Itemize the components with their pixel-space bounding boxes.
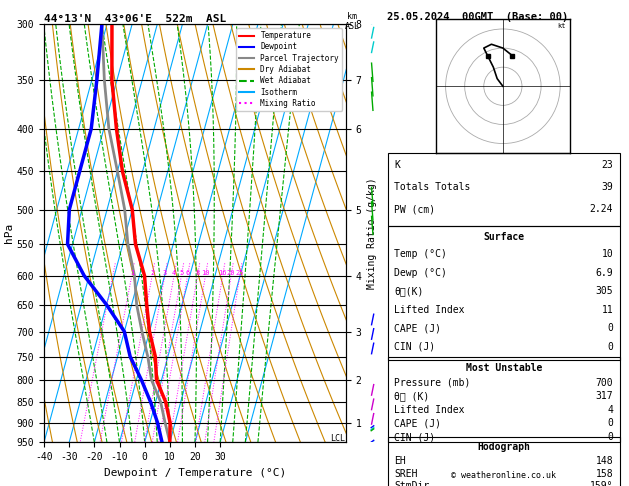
Text: 0: 0 xyxy=(608,432,613,442)
X-axis label: Dewpoint / Temperature (°C): Dewpoint / Temperature (°C) xyxy=(104,468,286,478)
Text: 10: 10 xyxy=(601,249,613,260)
Text: 4: 4 xyxy=(608,405,613,415)
Text: 0: 0 xyxy=(608,418,613,429)
Text: 25: 25 xyxy=(235,270,244,276)
Text: 159°: 159° xyxy=(590,481,613,486)
Text: SREH: SREH xyxy=(394,469,418,479)
Text: 158: 158 xyxy=(596,469,613,479)
Text: Pressure (mb): Pressure (mb) xyxy=(394,378,470,388)
Text: 39: 39 xyxy=(601,182,613,192)
Text: 2.24: 2.24 xyxy=(590,204,613,214)
Text: 6: 6 xyxy=(186,270,190,276)
Text: CIN (J): CIN (J) xyxy=(394,432,435,442)
Text: Hodograph: Hodograph xyxy=(477,442,530,452)
Text: StmDir: StmDir xyxy=(394,481,430,486)
Text: LCL: LCL xyxy=(330,434,345,443)
Text: 23: 23 xyxy=(601,160,613,171)
Text: Lifted Index: Lifted Index xyxy=(394,405,465,415)
Text: CIN (J): CIN (J) xyxy=(394,342,435,352)
Text: CAPE (J): CAPE (J) xyxy=(394,323,442,333)
Text: θᴇ(K): θᴇ(K) xyxy=(394,286,424,296)
Text: 4: 4 xyxy=(172,270,176,276)
Text: 8: 8 xyxy=(196,270,199,276)
Y-axis label: hPa: hPa xyxy=(4,223,14,243)
Text: CAPE (J): CAPE (J) xyxy=(394,418,442,429)
Text: 0: 0 xyxy=(608,323,613,333)
Text: Temp (°C): Temp (°C) xyxy=(394,249,447,260)
Text: 0: 0 xyxy=(608,342,613,352)
Text: © weatheronline.co.uk: © weatheronline.co.uk xyxy=(451,471,555,480)
Text: K: K xyxy=(394,160,400,171)
Text: 16: 16 xyxy=(218,270,227,276)
Text: Most Unstable: Most Unstable xyxy=(465,363,542,373)
Text: 305: 305 xyxy=(596,286,613,296)
Text: km
ASL: km ASL xyxy=(345,12,360,31)
Text: 1: 1 xyxy=(130,270,134,276)
Text: 148: 148 xyxy=(596,456,613,466)
Text: 317: 317 xyxy=(596,391,613,401)
Text: 5: 5 xyxy=(179,270,184,276)
Text: 700: 700 xyxy=(596,378,613,388)
Text: 10: 10 xyxy=(201,270,209,276)
Text: 6.9: 6.9 xyxy=(596,268,613,278)
Text: 44°13'N  43°06'E  522m  ASL: 44°13'N 43°06'E 522m ASL xyxy=(44,14,226,23)
Text: 3: 3 xyxy=(163,270,167,276)
Text: 11: 11 xyxy=(601,305,613,315)
Text: θᴇ (K): θᴇ (K) xyxy=(394,391,430,401)
Y-axis label: Mixing Ratio (g/kg): Mixing Ratio (g/kg) xyxy=(367,177,377,289)
Text: EH: EH xyxy=(394,456,406,466)
Text: 2: 2 xyxy=(150,270,154,276)
Text: Surface: Surface xyxy=(483,232,525,242)
Text: Dewp (°C): Dewp (°C) xyxy=(394,268,447,278)
Text: 20: 20 xyxy=(227,270,235,276)
Legend: Temperature, Dewpoint, Parcel Trajectory, Dry Adiabat, Wet Adiabat, Isotherm, Mi: Temperature, Dewpoint, Parcel Trajectory… xyxy=(236,28,342,111)
Text: Lifted Index: Lifted Index xyxy=(394,305,465,315)
Text: PW (cm): PW (cm) xyxy=(394,204,435,214)
Text: 25.05.2024  00GMT  (Base: 00): 25.05.2024 00GMT (Base: 00) xyxy=(387,12,568,22)
Text: Totals Totals: Totals Totals xyxy=(394,182,470,192)
Text: kt: kt xyxy=(557,23,566,29)
